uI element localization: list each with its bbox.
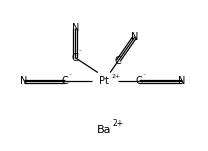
Text: N: N <box>72 23 79 33</box>
Text: ⁻: ⁻ <box>142 74 145 79</box>
Text: 2+: 2+ <box>112 119 123 128</box>
Text: N: N <box>178 76 186 86</box>
Text: C: C <box>62 76 68 86</box>
Text: 2+: 2+ <box>112 74 121 79</box>
Text: N: N <box>20 76 28 86</box>
Text: C: C <box>136 76 142 86</box>
Text: ⁻: ⁻ <box>122 54 125 59</box>
Text: N: N <box>131 32 139 42</box>
Text: C: C <box>115 56 122 66</box>
Text: Pt: Pt <box>99 76 109 86</box>
Text: C: C <box>72 53 79 63</box>
Text: ⁻: ⁻ <box>79 51 82 56</box>
Text: Ba: Ba <box>97 125 111 135</box>
Text: ⁻: ⁻ <box>68 74 72 79</box>
